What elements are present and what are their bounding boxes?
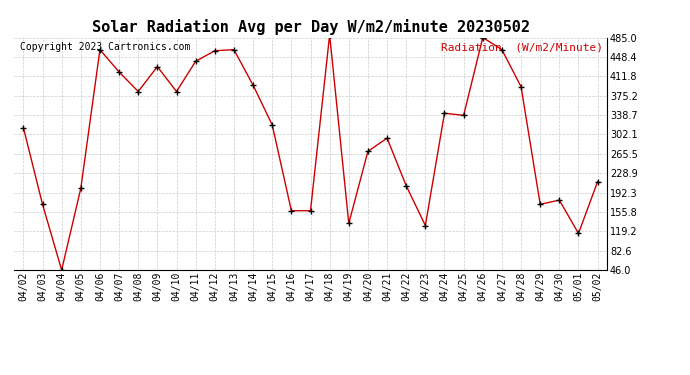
Text: Radiation  (W/m2/Minute): Radiation (W/m2/Minute) — [441, 42, 603, 52]
Title: Solar Radiation Avg per Day W/m2/minute 20230502: Solar Radiation Avg per Day W/m2/minute … — [92, 19, 529, 35]
Text: Copyright 2023 Cartronics.com: Copyright 2023 Cartronics.com — [20, 42, 190, 52]
